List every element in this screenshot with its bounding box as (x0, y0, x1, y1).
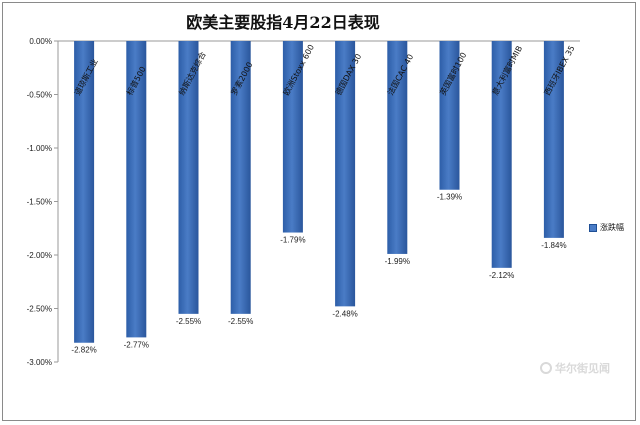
data-label: -2.55% (228, 317, 253, 326)
chart-frame: 欧美主要股指4月22日表现 (2, 2, 636, 421)
bar (178, 41, 199, 314)
data-label: -2.12% (489, 271, 514, 280)
watermark-logo-icon (540, 362, 552, 374)
data-label: -1.84% (541, 241, 566, 250)
legend: 涨跌幅 (589, 222, 624, 233)
y-tick-label: -1.50% (27, 198, 52, 207)
legend-label: 涨跌幅 (600, 223, 624, 232)
watermark-text: 华尔街见闻 (555, 362, 610, 375)
y-tick-label: -3.00% (27, 358, 52, 367)
data-label: -1.39% (437, 193, 462, 202)
legend-swatch (589, 223, 597, 232)
data-label: -2.77% (124, 340, 149, 349)
data-label: -1.79% (280, 236, 305, 245)
y-tick-label: -1.00% (27, 144, 52, 153)
bar (282, 41, 303, 233)
data-label: -1.99% (385, 257, 410, 266)
bar (230, 41, 251, 314)
y-tick-label: -0.50% (27, 91, 52, 100)
bar (126, 41, 147, 338)
bar (491, 41, 512, 268)
data-label: -2.48% (332, 309, 357, 318)
bar (335, 41, 356, 307)
y-tick-label: -2.00% (27, 251, 52, 260)
bar (74, 41, 95, 343)
bar (439, 41, 460, 190)
bar (543, 41, 564, 238)
chart-title: 欧美主要股指4月22日表现 (186, 13, 380, 32)
watermark: 华尔街见闻 (540, 360, 610, 376)
data-label: -2.82% (71, 346, 96, 355)
y-tick-label: 0.00% (29, 37, 52, 46)
y-tick-label: -2.50% (27, 305, 52, 314)
bar (387, 41, 408, 254)
data-label: -2.55% (176, 317, 201, 326)
